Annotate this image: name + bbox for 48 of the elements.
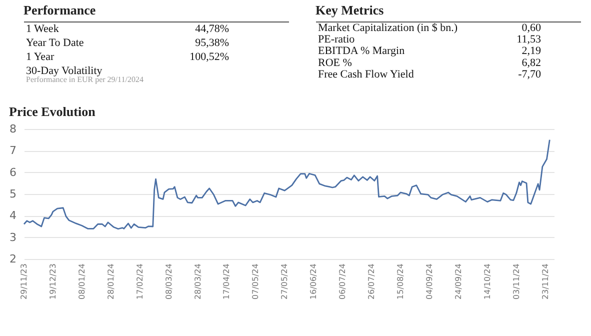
y-tick-label: 3 [10,230,16,244]
x-tick-label: 08/03/24 [164,264,174,300]
x-tick-label: 28/03/24 [193,264,202,300]
x-tick-label: 16/06/24 [309,264,318,300]
y-tick-label: 7 [10,144,16,158]
x-tick-label: 28/01/24 [106,264,116,300]
data-label: 0,60 [522,22,542,34]
x-tick-label: 27/05/24 [280,264,290,300]
category-label: Market Capitalization (in $ bn.) [318,22,458,34]
y-tick-label: 4 [10,209,16,222]
data-label: 100,52% [190,51,229,63]
y-tick-label: 6 [10,166,16,179]
text: Performance in EUR per 29/11/2024 [26,75,144,84]
data-label: 44,78% [195,23,229,35]
x-tick-label: 17/02/24 [135,264,144,300]
x-tick-label: 14/10/24 [482,264,492,300]
category-label: 1 Year [26,51,54,63]
data-label: 11,53 [516,34,542,46]
line-series [23,139,550,230]
x-tick-label: 03/11/24 [512,264,521,300]
x-tick-label: 26/07/24 [367,264,376,300]
category-label: 1 Week [26,23,60,35]
x-tick-label: 17/04/24 [222,264,232,300]
category-label: Free Cash Flow Yield [318,68,414,80]
x-tick-label: 15/08/24 [396,264,406,300]
x-tick-label: 04/09/24 [424,264,434,300]
x-tick-label: 29/11/23 [20,264,28,300]
y-tick-label: 8 [10,122,16,136]
x-tick-label: 23/11/24 [540,264,550,300]
x-tick-label: 24/09/24 [454,264,463,300]
data-label: 95,38% [195,37,229,49]
data-label: 6,82 [522,56,541,69]
chart-title: Price Evolution [9,104,96,119]
text: Performance [24,2,96,18]
x-tick-label: 19/12/23 [48,264,58,300]
y-tick-label: 5 [10,188,16,200]
text: Key Metrics [316,2,384,18]
data-label: -7,70 [518,68,542,80]
x-tick-label: 07/05/24 [251,264,260,300]
category-label: EBITDA % Margin [318,45,406,58]
x-tick-label: 08/01/24 [77,264,86,300]
category-label: Year To Date [26,37,84,49]
category-label: ROE % [318,56,352,69]
category-label: 30-Day Volatility [26,65,103,77]
y-tick-label: 2 [10,252,16,266]
x-tick-label: 06/07/24 [338,264,348,300]
data-label: 2,19 [522,45,542,58]
category-label: PE-ratio [318,34,356,46]
